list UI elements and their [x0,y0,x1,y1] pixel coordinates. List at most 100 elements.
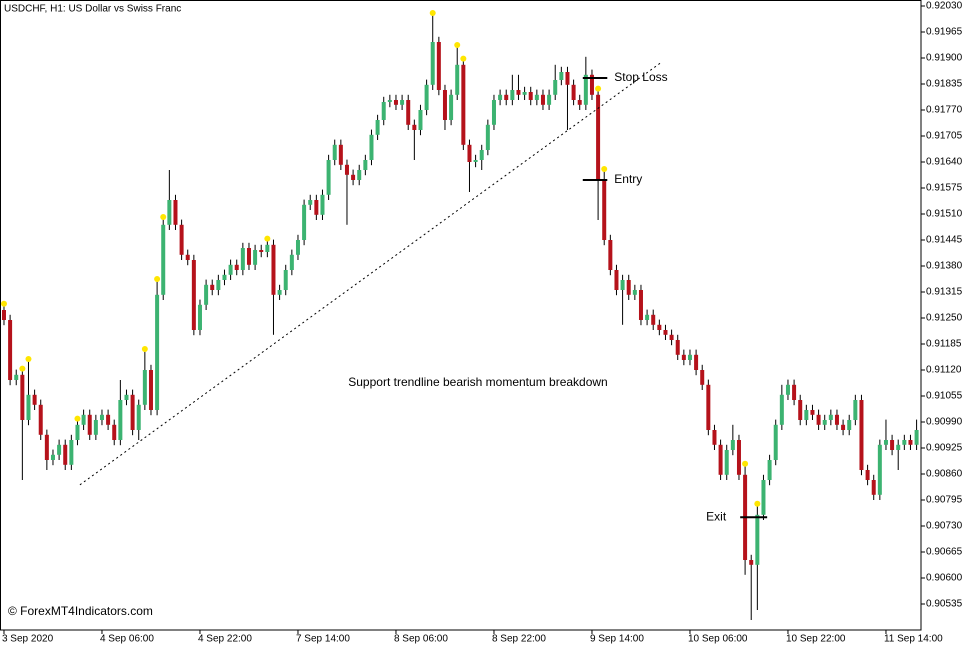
candle-body [467,144,472,162]
candle-body [516,90,521,95]
candle-body [724,450,729,475]
candle-body [50,454,55,460]
y-tick-label: 0.90860 [926,469,963,480]
candle-body [32,394,37,405]
candle-body [767,460,772,480]
candle-body [387,100,392,102]
x-tick-label: 4 Sep 22:00 [198,634,252,645]
candle-body [663,330,668,335]
y-tick-label: 0.91510 [926,209,963,220]
candle-body [197,304,202,330]
candle-body [749,560,754,565]
candle-body [700,370,705,385]
y-tick-label: 0.90665 [926,547,963,558]
level-label: Stop Loss [614,70,667,84]
candle-body [865,470,870,480]
candle-body [675,340,680,355]
candle-body [449,94,454,120]
y-tick-label: 0.91380 [926,261,963,272]
high-marker [0,300,7,307]
candle-body [816,414,821,425]
x-tick-label: 9 Sep 14:00 [590,634,644,645]
candle-body [798,400,803,420]
candle-body [57,444,62,455]
y-tick-label: 0.90925 [926,443,963,454]
y-tick-label: 0.91965 [926,27,963,38]
high-marker [74,415,81,422]
candle-body [455,64,460,95]
y-tick-label: 0.91185 [926,339,962,350]
candle-body [204,284,209,305]
candle-body [430,42,435,85]
candle-body [504,94,509,100]
candle-body [332,144,337,160]
candle-body [1,310,6,320]
candle-body [522,92,527,95]
candle-body [553,80,558,95]
candle-body [75,424,80,440]
candle-body [528,92,533,100]
candle-body [540,94,545,105]
candle-body [344,164,349,175]
candle-body [406,100,411,125]
candle-body [240,248,245,270]
candle-body [283,270,288,290]
y-tick-label: 0.91120 [926,365,962,376]
candle-body [142,370,147,405]
y-tick-label: 0.92030 [926,1,963,12]
candle-body [834,414,839,425]
level-label: Exit [706,509,727,523]
x-tick-label: 8 Sep 22:00 [492,634,546,645]
candle-body [730,440,735,450]
candle-body [259,250,264,252]
candle-body [755,514,760,565]
candle-body [87,414,92,435]
candle-body [118,400,123,440]
candle-body [669,334,674,340]
candle-body [498,94,503,100]
high-marker [601,166,608,172]
candle-body [191,260,196,330]
candle-body [859,400,864,470]
candle-body [565,72,570,85]
y-tick-label: 0.91705 [926,131,963,142]
candle-body [718,444,723,475]
candle-body [265,244,270,252]
y-tick-label: 0.91640 [926,157,963,168]
high-marker [754,500,761,507]
candle-body [234,264,239,270]
candle-body [228,264,233,275]
candle-body [914,430,919,445]
level-label: Entry [614,172,642,186]
candle-body [338,144,343,165]
y-tick-label: 0.90990 [926,417,963,428]
y-tick-label: 0.90600 [926,573,963,584]
candle-body [485,124,490,150]
candle-body [271,244,276,295]
candle-body [246,248,251,265]
candle-body [14,374,19,380]
candle-body [761,480,766,515]
candle-body [253,250,258,265]
candle-body [657,324,662,330]
candle-body [779,394,784,425]
candle-body [626,280,631,295]
candle-body [620,280,625,290]
high-marker [160,214,167,220]
candle-body [210,284,215,290]
candle-body [351,174,356,180]
x-tick-label: 10 Sep 22:00 [786,634,846,645]
chart-title: USDCHF, H1: US Dollar vs Swiss Franc [4,4,181,15]
y-tick-label: 0.91835 [926,79,963,90]
y-tick-label: 0.91315 [926,287,963,298]
candle-body [442,90,447,120]
plot-frame [0,0,922,631]
candle-body [614,270,619,290]
candle-body [167,200,172,225]
y-tick-label: 0.91055 [926,391,963,402]
candle-body [461,64,466,145]
candle-body [491,100,496,125]
candle-body [712,430,717,445]
y-tick-label: 0.91900 [926,53,963,64]
